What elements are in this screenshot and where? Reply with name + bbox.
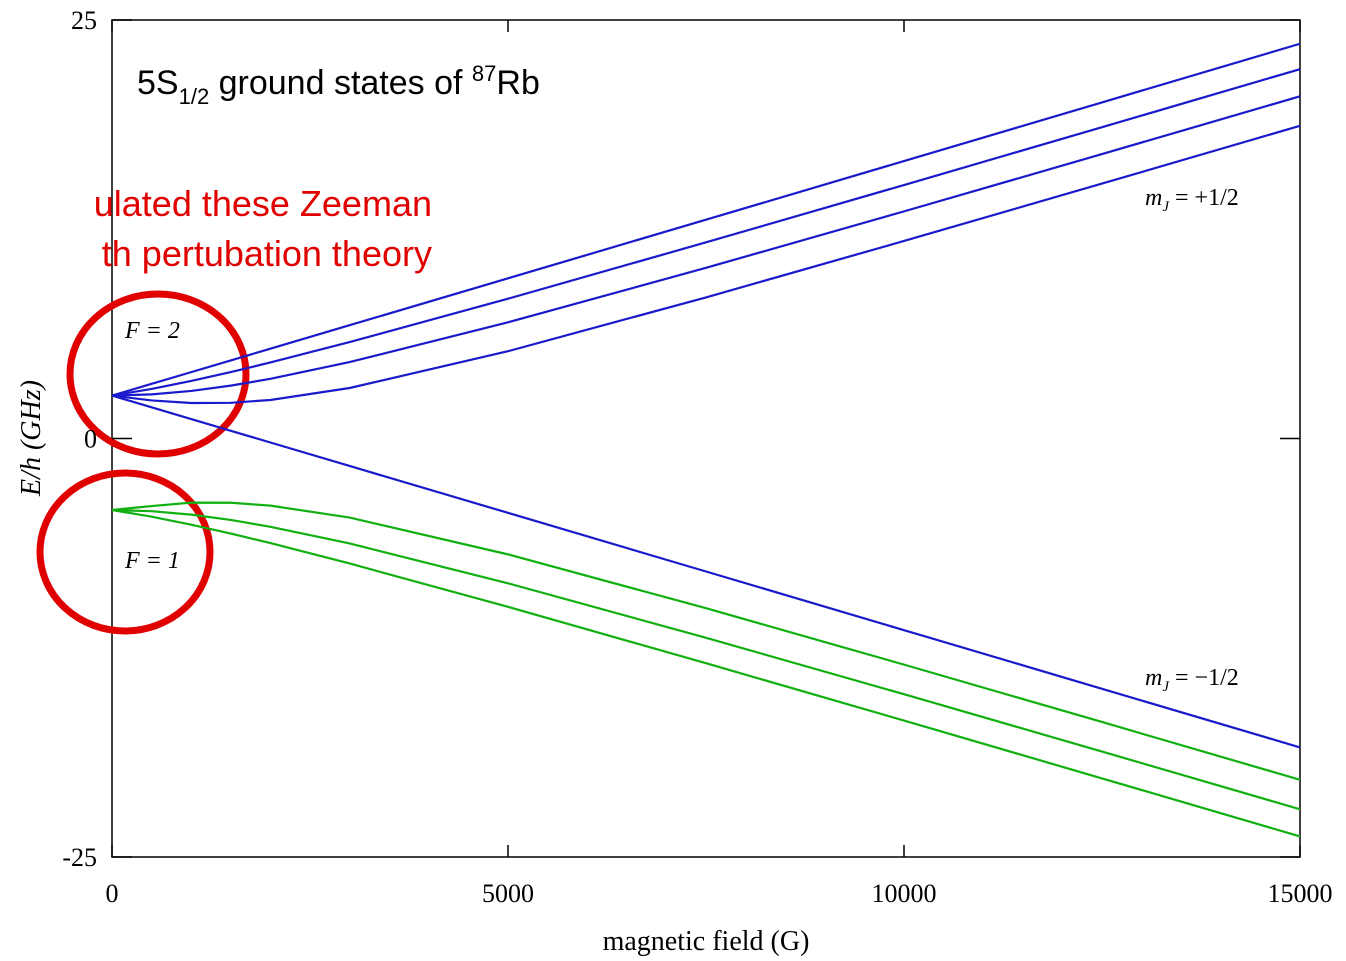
series-line — [111, 68, 1301, 397]
y-tick-label: 0 — [84, 425, 97, 454]
y-tick-label: -25 — [62, 843, 97, 872]
annotation: th pertubation theory — [102, 233, 432, 274]
x-tick-label: 10000 — [872, 879, 937, 908]
mj-label-part: m — [1145, 185, 1162, 211]
x-tick-label: 15000 — [1268, 879, 1333, 908]
x-axis-label: magnetic field (G) — [603, 926, 810, 957]
highlight-circle — [66, 290, 250, 458]
mj-label-part: = −1/2 — [1169, 665, 1239, 691]
y-axis-label: E/h (GHz) — [16, 380, 47, 497]
x-tick-label: 0 — [106, 879, 119, 908]
series-line — [111, 508, 1301, 838]
series-line — [111, 501, 1301, 781]
mj-label-part: J — [1162, 199, 1170, 215]
annotation: ulated these Zeeman — [94, 183, 432, 224]
level-label: F = 1 — [124, 548, 180, 574]
level-label: F = 2 — [124, 318, 180, 344]
series-line — [111, 508, 1301, 811]
series-line — [111, 95, 1301, 397]
title-part: 5S — [137, 64, 179, 102]
title-part: 87 — [472, 61, 496, 86]
title-part: ground states of — [209, 64, 472, 102]
highlight-circle — [36, 469, 214, 635]
y-tick-label: 25 — [71, 6, 97, 35]
mj-label: mJ = +1/2 — [1145, 185, 1239, 215]
series-line — [111, 124, 1301, 405]
plot-frame — [111, 19, 1301, 858]
mj-label-part: = +1/2 — [1169, 185, 1239, 211]
chart-title: 5S1/2 ground states of 87Rb — [137, 61, 540, 109]
series-line — [111, 394, 1301, 749]
mj-label: mJ = −1/2 — [1145, 665, 1239, 695]
title-part: 1/2 — [179, 84, 210, 109]
title-part: Rb — [496, 64, 539, 102]
mj-label-part: J — [1162, 679, 1170, 695]
series-line — [111, 42, 1301, 397]
x-tick-label: 5000 — [482, 879, 534, 908]
mj-label-part: m — [1145, 665, 1162, 691]
